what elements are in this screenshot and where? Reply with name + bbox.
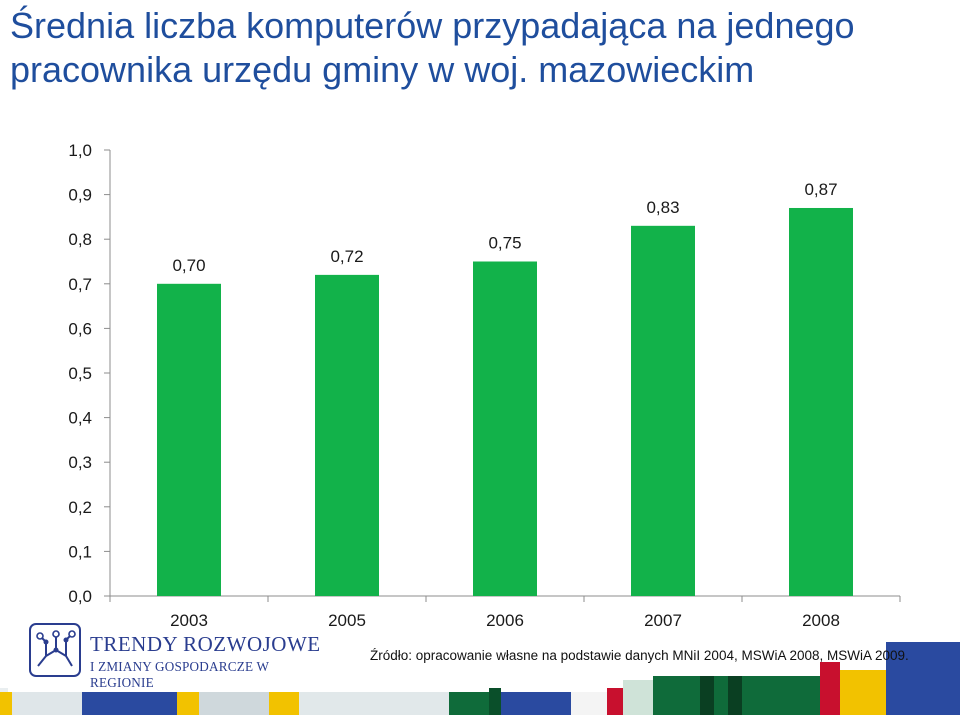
- x-tick-label: 2003: [170, 611, 208, 630]
- footer-stripe-block: [607, 688, 623, 715]
- circuit-brain-icon: [29, 623, 81, 677]
- footer-decoration: [0, 642, 960, 715]
- bar: [157, 283, 221, 596]
- chart-title: Średnia liczba komputerów przypadająca n…: [10, 5, 855, 90]
- y-tick-label: 1,0: [68, 141, 92, 160]
- footer-stripe-block: [12, 692, 82, 715]
- data-label: 0,87: [804, 180, 837, 199]
- y-tick-label: 0,7: [68, 275, 92, 294]
- footer-stripe-block: [299, 692, 449, 715]
- data-label: 0,70: [172, 256, 205, 275]
- logo-title: TRENDY ROZWOJOWE: [90, 632, 321, 656]
- footer-stripe-block: [82, 692, 177, 715]
- footer-stripe-block: [571, 692, 607, 715]
- footer-stripe-block: [700, 676, 714, 715]
- footer-stripe-block: [728, 676, 742, 715]
- y-tick-label: 0,0: [68, 587, 92, 606]
- bar: [315, 274, 379, 596]
- data-label: 0,75: [488, 234, 521, 253]
- footer-stripe-block: [199, 692, 269, 715]
- footer-stripe-block: [269, 692, 299, 715]
- footer-stripe-block: [820, 662, 840, 715]
- footer-stripe-block: [0, 692, 12, 715]
- bar: [631, 225, 695, 596]
- footer-stripe-block: [449, 692, 489, 715]
- y-tick-label: 0,5: [68, 364, 92, 383]
- logo-subtitle: I ZMIANY GOSPODARCZE W REGIONIE: [90, 659, 269, 690]
- x-tick-label: 2007: [644, 611, 682, 630]
- x-tick-label: 2005: [328, 611, 366, 630]
- bar: [789, 207, 853, 596]
- x-tick-label: 2008: [802, 611, 840, 630]
- footer-stripe-block: [886, 642, 960, 715]
- source-note: Źródło: opracowanie własne na podstawie …: [370, 648, 909, 663]
- footer-stripe-block: [177, 692, 199, 715]
- y-tick-label: 0,9: [68, 186, 92, 205]
- data-label: 0,72: [330, 247, 363, 266]
- logo: TRENDY ROZWOJOWE I ZMIANY GOSPODARCZE W …: [28, 620, 328, 690]
- footer-stripe-block: [623, 680, 653, 715]
- footer-stripe-block: [501, 692, 571, 715]
- data-label: 0,83: [646, 198, 679, 217]
- footer-stripe-block: [840, 670, 886, 715]
- y-tick-label: 0,1: [68, 542, 92, 561]
- bar: [473, 261, 537, 596]
- y-tick-label: 0,6: [68, 319, 92, 338]
- footer-stripe-block: [489, 688, 501, 715]
- bar-chart: 0,0 0,1 0,2 0,3 0,4 0,5 0,6 0,7 0,8 0,9 1,0 0,70 200…: [68, 141, 901, 630]
- y-tick-label: 0,3: [68, 453, 92, 472]
- x-tick-label: 2006: [486, 611, 524, 630]
- y-tick-label: 0,4: [68, 409, 92, 428]
- y-tick-label: 0,2: [68, 498, 92, 517]
- y-tick-label: 0,8: [68, 230, 92, 249]
